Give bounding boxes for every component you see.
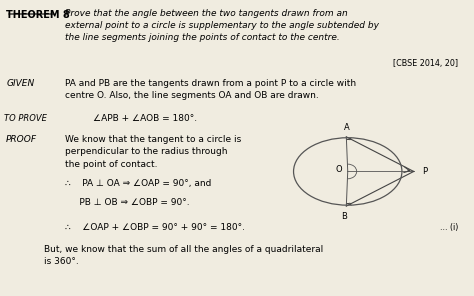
Text: PROOF: PROOF: [6, 135, 37, 144]
Text: ∠APB + ∠AOB = 180°.: ∠APB + ∠AOB = 180°.: [93, 114, 197, 123]
Text: PB ⊥ OB ⇒ ∠OBP = 90°.: PB ⊥ OB ⇒ ∠OBP = 90°.: [65, 198, 190, 207]
Text: B: B: [341, 212, 347, 221]
Text: O: O: [336, 165, 343, 174]
Text: Prove that the angle between the two tangents drawn from an
external point to a : Prove that the angle between the two tan…: [65, 9, 379, 42]
Text: ∴    PA ⊥ OA ⇒ ∠OAP = 90°, and: ∴ PA ⊥ OA ⇒ ∠OAP = 90°, and: [65, 179, 211, 188]
Text: PA and PB are the tangents drawn from a point P to a circle with
centre O. Also,: PA and PB are the tangents drawn from a …: [65, 79, 356, 100]
Text: P: P: [422, 167, 428, 176]
Text: We know that the tangent to a circle is
perpendicular to the radius through
the : We know that the tangent to a circle is …: [65, 135, 241, 169]
Text: THEOREM 8: THEOREM 8: [6, 10, 70, 20]
Text: ... (i): ... (i): [440, 223, 458, 232]
Text: ∴    ∠OAP + ∠OBP = 90° + 90° = 180°.: ∴ ∠OAP + ∠OBP = 90° + 90° = 180°.: [65, 223, 245, 232]
Text: A: A: [344, 123, 349, 132]
Text: TO PROVE: TO PROVE: [4, 114, 46, 123]
Text: But, we know that the sum of all the angles of a quadrilateral
is 360°.: But, we know that the sum of all the ang…: [44, 245, 323, 266]
Text: [CBSE 2014, 20]: [CBSE 2014, 20]: [393, 59, 458, 67]
Text: GIVEN: GIVEN: [6, 79, 34, 88]
